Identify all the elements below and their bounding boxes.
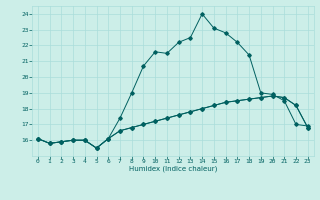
X-axis label: Humidex (Indice chaleur): Humidex (Indice chaleur) (129, 166, 217, 172)
